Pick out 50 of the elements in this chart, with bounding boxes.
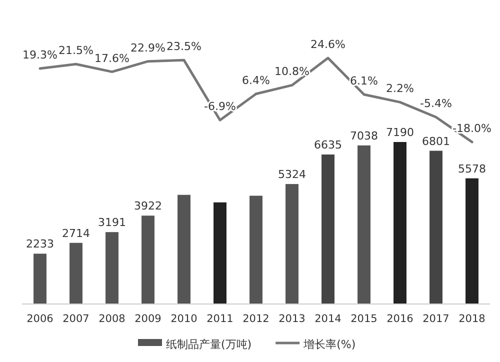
x-tick-label: 2013 <box>278 313 306 325</box>
data-label: 7038 <box>350 129 378 142</box>
bar <box>430 150 442 304</box>
x-tick-label: 2016 <box>386 313 414 325</box>
data-label: 7190 <box>386 126 414 139</box>
data-label: 6801 <box>422 134 450 148</box>
data-label: 19.3% <box>22 48 58 62</box>
x-tick-label: 2011 <box>206 313 234 325</box>
bar <box>70 242 82 304</box>
data-label: 6.1% <box>350 74 378 88</box>
legend-label: 增长率(%) <box>302 338 356 351</box>
x-tick-label: 2009 <box>134 313 162 325</box>
bar <box>250 196 262 304</box>
data-label: 2233 <box>26 238 54 251</box>
bar <box>322 154 334 304</box>
x-tick-label: 2007 <box>62 313 90 325</box>
data-label: -5.4% <box>420 97 452 110</box>
x-tick-label: 2015 <box>350 313 378 325</box>
x-tick-label: 2008 <box>98 313 126 325</box>
x-tick-label: 2012 <box>242 313 270 325</box>
data-label: 17.6% <box>94 52 130 65</box>
bar <box>358 145 370 304</box>
x-tick-label: 2010 <box>170 313 198 325</box>
data-label: 24.6% <box>310 38 346 51</box>
bar <box>466 178 478 304</box>
data-label: 5324 <box>278 168 306 182</box>
x-tick-label: 2017 <box>422 313 450 325</box>
data-label: 5578 <box>458 162 486 176</box>
bar <box>178 194 190 304</box>
data-label: 3191 <box>98 216 126 230</box>
bar <box>394 142 406 304</box>
bar <box>142 216 154 304</box>
data-label: 23.5% <box>166 40 202 54</box>
data-label: 6635 <box>314 138 342 152</box>
bar <box>286 184 298 304</box>
bar <box>106 232 118 304</box>
data-label: 6.4% <box>242 74 270 87</box>
data-label: 22.9% <box>130 41 166 54</box>
data-label: 2714 <box>62 226 90 240</box>
data-label: 2.2% <box>386 82 414 96</box>
x-tick-label: 2018 <box>458 313 486 325</box>
data-label: 10.8% <box>274 65 310 78</box>
bar <box>34 254 46 304</box>
x-tick-label: 2006 <box>26 313 54 325</box>
data-label: 21.5% <box>58 44 94 58</box>
data-label: -18.0% <box>452 122 492 135</box>
bar <box>214 202 226 304</box>
x-tick-label: 2014 <box>314 313 342 325</box>
legend-label: 纸制品产量(万吨) <box>166 338 252 351</box>
data-label: 3922 <box>134 200 162 213</box>
